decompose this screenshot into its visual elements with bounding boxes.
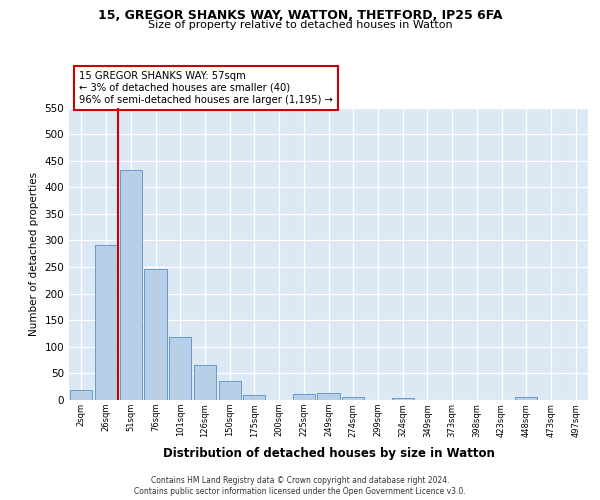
Bar (194, 366, 216, 400)
Y-axis label: Number of detached properties: Number of detached properties (29, 172, 39, 336)
Text: Size of property relative to detached houses in Watton: Size of property relative to detached ho… (148, 20, 452, 30)
Bar (317, 393, 340, 400)
Bar (119, 170, 142, 400)
Text: 15, GREGOR SHANKS WAY, WATTON, THETFORD, IP25 6FA: 15, GREGOR SHANKS WAY, WATTON, THETFORD,… (98, 9, 502, 22)
Bar (218, 381, 241, 400)
Bar (243, 394, 265, 400)
Bar (293, 394, 315, 400)
Text: 15 GREGOR SHANKS WAY: 57sqm
← 3% of detached houses are smaller (40)
96% of semi: 15 GREGOR SHANKS WAY: 57sqm ← 3% of deta… (79, 72, 333, 104)
Bar (515, 398, 538, 400)
Bar (169, 337, 191, 400)
Text: Contains HM Land Registry data © Crown copyright and database right 2024.: Contains HM Land Registry data © Crown c… (151, 476, 449, 485)
Bar (95, 244, 117, 400)
X-axis label: Distribution of detached houses by size in Watton: Distribution of detached houses by size … (163, 446, 494, 460)
Bar (70, 390, 92, 400)
Text: Contains public sector information licensed under the Open Government Licence v3: Contains public sector information licen… (134, 488, 466, 496)
Bar (392, 398, 414, 400)
Bar (145, 268, 167, 400)
Bar (342, 398, 364, 400)
